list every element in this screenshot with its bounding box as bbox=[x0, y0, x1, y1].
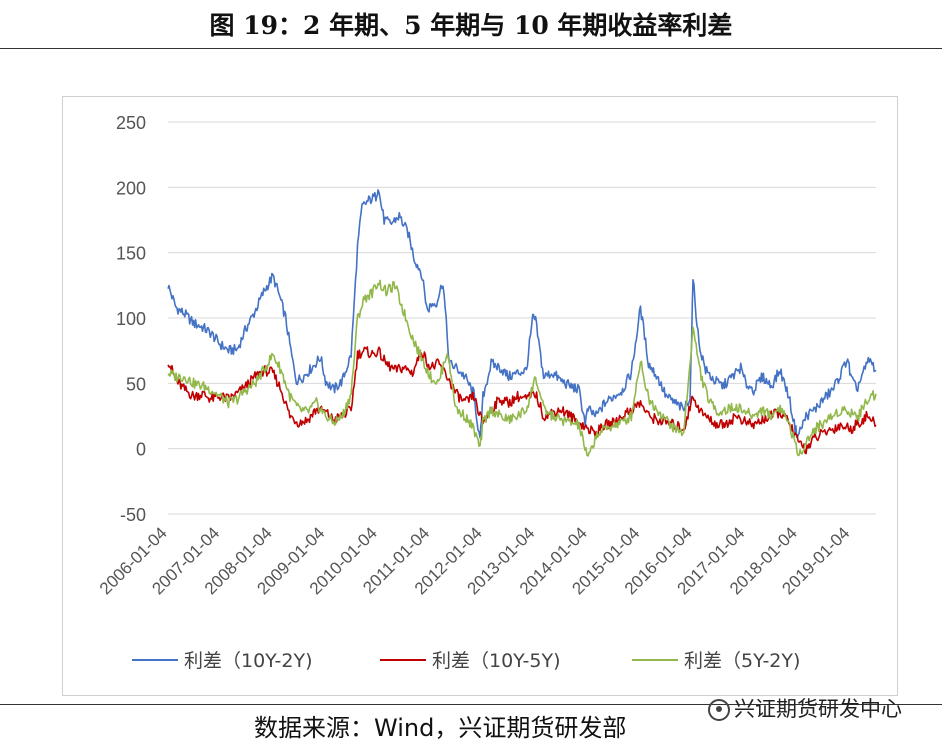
watermark: 兴证期货研发中心 bbox=[708, 693, 902, 723]
legend: 利差（10Y-2Y) 利差（10Y-5Y) 利差（5Y-2Y) bbox=[132, 650, 800, 672]
y-tick-label: 250 bbox=[116, 113, 146, 133]
y-tick-label: 200 bbox=[116, 178, 146, 198]
watermark-label: 兴证期货研发中心 bbox=[734, 697, 902, 721]
y-tick-label: -50 bbox=[120, 505, 146, 525]
series-line-1 bbox=[167, 189, 877, 439]
y-gridlines bbox=[168, 121, 876, 515]
data-source-note: 数据来源：Wind，兴证期货研发部 bbox=[254, 714, 627, 742]
x-axis-ticks: 2006-01-042007-01-042008-01-042009-01-04… bbox=[96, 523, 853, 598]
series-lines bbox=[167, 189, 877, 457]
footer-divider bbox=[0, 704, 942, 705]
legend-label: 利差（10Y-2Y) bbox=[184, 650, 313, 672]
title-divider bbox=[0, 48, 942, 49]
page-title: 图 19：2 年期、5 年期与 10 年期收益率利差 bbox=[209, 11, 733, 40]
legend-label: 利差（10Y-5Y) bbox=[432, 650, 561, 672]
y-tick-label: 0 bbox=[136, 440, 146, 460]
series-line-2 bbox=[167, 346, 877, 455]
wechat-icon bbox=[708, 699, 730, 721]
y-tick-label: 50 bbox=[126, 374, 146, 394]
y-axis-ticks: -50 0 50 100 150 200 250 bbox=[116, 113, 146, 525]
series-line-3 bbox=[167, 279, 877, 457]
legend-label: 利差（5Y-2Y) bbox=[684, 650, 800, 672]
y-tick-label: 150 bbox=[116, 244, 146, 264]
y-tick-label: 100 bbox=[116, 309, 146, 329]
